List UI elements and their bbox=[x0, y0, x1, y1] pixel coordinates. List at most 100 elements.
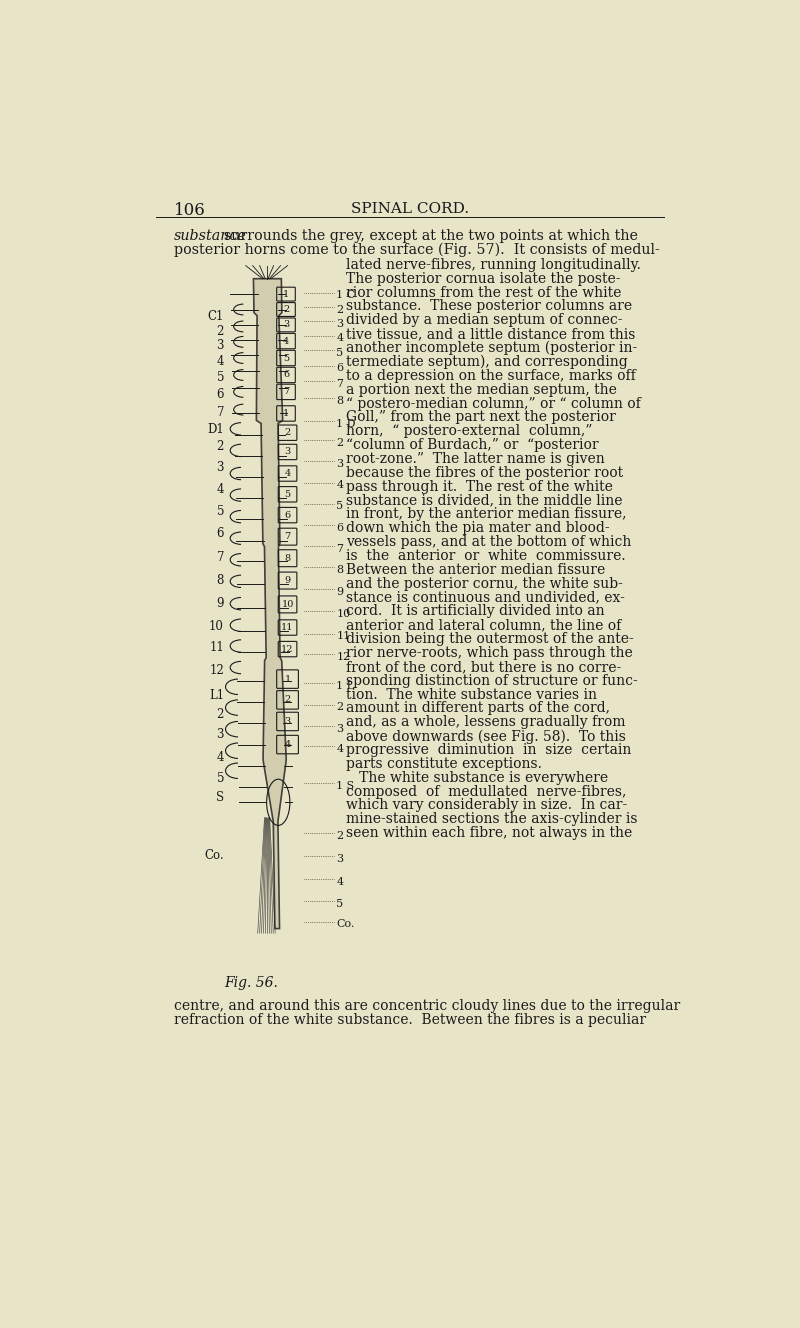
Text: 2: 2 bbox=[283, 305, 289, 313]
Text: 8: 8 bbox=[217, 574, 224, 587]
Text: Between the anterior median fissure: Between the anterior median fissure bbox=[346, 563, 606, 576]
Text: 2: 2 bbox=[336, 703, 343, 712]
Text: substance: substance bbox=[174, 228, 246, 243]
Text: 5: 5 bbox=[336, 899, 343, 908]
Text: tion.  The white substance varies in: tion. The white substance varies in bbox=[346, 688, 598, 701]
Text: 12: 12 bbox=[282, 644, 294, 653]
Text: 4: 4 bbox=[217, 483, 224, 495]
Text: 1 S: 1 S bbox=[336, 781, 354, 790]
Text: 2: 2 bbox=[285, 696, 290, 704]
Text: surrounds the grey, except at the two points at which the: surrounds the grey, except at the two po… bbox=[224, 228, 638, 243]
Text: and the posterior cornu, the white sub-: and the posterior cornu, the white sub- bbox=[346, 576, 623, 591]
Text: 9: 9 bbox=[336, 587, 343, 596]
Text: 1 C: 1 C bbox=[336, 291, 355, 300]
Text: 10: 10 bbox=[336, 610, 350, 619]
Text: 12: 12 bbox=[336, 652, 350, 663]
Text: 5: 5 bbox=[285, 490, 290, 499]
Text: 106: 106 bbox=[174, 202, 206, 219]
Text: anterior and lateral column, the line of: anterior and lateral column, the line of bbox=[346, 619, 622, 632]
Text: 10: 10 bbox=[282, 600, 294, 610]
Text: 11: 11 bbox=[210, 640, 224, 653]
Text: 4: 4 bbox=[336, 333, 343, 344]
Text: Goll,” from the part next the posterior: Goll,” from the part next the posterior bbox=[346, 410, 616, 425]
Text: Co.: Co. bbox=[336, 919, 354, 930]
Text: 3: 3 bbox=[285, 717, 290, 726]
Text: pass through it.  The rest of the white: pass through it. The rest of the white bbox=[346, 479, 614, 494]
Text: rior nerve-roots, which pass through the: rior nerve-roots, which pass through the bbox=[346, 645, 634, 660]
Polygon shape bbox=[254, 279, 286, 928]
Text: 2: 2 bbox=[336, 438, 343, 448]
Text: sponding distinction of structure or func-: sponding distinction of structure or fun… bbox=[346, 673, 638, 688]
Text: 6: 6 bbox=[283, 371, 289, 380]
Text: amount in different parts of the cord,: amount in different parts of the cord, bbox=[346, 701, 610, 716]
Text: above downwards (see Fig. 58).  To this: above downwards (see Fig. 58). To this bbox=[346, 729, 626, 744]
Text: 2: 2 bbox=[217, 441, 224, 453]
Text: down which the pia mater and blood-: down which the pia mater and blood- bbox=[346, 522, 610, 535]
Text: 3: 3 bbox=[283, 320, 289, 329]
Text: root-zone.”  The latter name is given: root-zone.” The latter name is given bbox=[346, 452, 606, 466]
Text: 11: 11 bbox=[336, 631, 350, 641]
Text: 4: 4 bbox=[285, 469, 290, 478]
Text: “column of Burdach,” or  “posterior: “column of Burdach,” or “posterior bbox=[346, 438, 599, 452]
Text: cord.  It is artificially divided into an: cord. It is artificially divided into an bbox=[346, 604, 605, 619]
Text: 5: 5 bbox=[336, 348, 343, 359]
Text: 7: 7 bbox=[217, 406, 224, 418]
Text: 2: 2 bbox=[285, 428, 290, 437]
Text: 8: 8 bbox=[336, 396, 343, 406]
Text: front of the cord, but there is no corre-: front of the cord, but there is no corre… bbox=[346, 660, 622, 673]
Text: stance is continuous and undivided, ex-: stance is continuous and undivided, ex- bbox=[346, 591, 626, 604]
Text: “ postero-median column,” or “ column of: “ postero-median column,” or “ column of bbox=[346, 397, 642, 410]
Text: 2: 2 bbox=[336, 831, 343, 841]
Text: 7: 7 bbox=[336, 378, 343, 389]
Text: posterior horns come to the surface (Fig. 57).  It consists of medul-: posterior horns come to the surface (Fig… bbox=[174, 243, 659, 256]
Text: 10: 10 bbox=[209, 620, 224, 633]
Text: rior columns from the rest of the white: rior columns from the rest of the white bbox=[346, 286, 622, 300]
Text: 3: 3 bbox=[217, 461, 224, 474]
Text: 6: 6 bbox=[217, 527, 224, 540]
Text: seen within each fibre, not always in the: seen within each fibre, not always in th… bbox=[346, 826, 633, 841]
Text: 4: 4 bbox=[336, 481, 343, 490]
Text: 3: 3 bbox=[336, 854, 343, 865]
Text: 7: 7 bbox=[285, 533, 290, 540]
Text: 6: 6 bbox=[217, 388, 224, 401]
Text: 8: 8 bbox=[336, 566, 343, 575]
Text: 5: 5 bbox=[217, 371, 224, 384]
Text: tive tissue, and a little distance from this: tive tissue, and a little distance from … bbox=[346, 327, 636, 341]
Text: 4: 4 bbox=[336, 744, 343, 754]
Text: centre, and around this are concentric cloudy lines due to the irregular: centre, and around this are concentric c… bbox=[174, 999, 680, 1013]
Text: Fig. 56.: Fig. 56. bbox=[224, 976, 278, 989]
Text: 7: 7 bbox=[217, 551, 224, 563]
Text: 12: 12 bbox=[210, 664, 224, 677]
Text: division being the outermost of the ante-: division being the outermost of the ante… bbox=[346, 632, 634, 647]
Text: is  the  anterior  or  white  commissure.: is the anterior or white commissure. bbox=[346, 548, 626, 563]
Text: 9: 9 bbox=[217, 596, 224, 610]
Text: substance is divided, in the middle line: substance is divided, in the middle line bbox=[346, 494, 623, 507]
Text: horn,  “ postero-external  column,”: horn, “ postero-external column,” bbox=[346, 424, 593, 438]
Text: 1: 1 bbox=[283, 409, 289, 418]
Text: mine-stained sections the axis-cylinder is: mine-stained sections the axis-cylinder … bbox=[346, 813, 638, 826]
Text: 9: 9 bbox=[285, 576, 290, 586]
Text: 4: 4 bbox=[217, 355, 224, 368]
Text: 3: 3 bbox=[336, 724, 343, 734]
Text: progressive  diminution  in  size  certain: progressive diminution in size certain bbox=[346, 744, 632, 757]
Text: 3: 3 bbox=[336, 319, 343, 329]
Text: parts constitute exceptions.: parts constitute exceptions. bbox=[346, 757, 542, 770]
Text: 2: 2 bbox=[217, 708, 224, 721]
Text: substance.  These posterior columns are: substance. These posterior columns are bbox=[346, 300, 633, 313]
Text: to a depression on the surface, marks off: to a depression on the surface, marks of… bbox=[346, 369, 636, 382]
Text: another incomplete septum (posterior in-: another incomplete septum (posterior in- bbox=[346, 341, 638, 356]
Text: divided by a median septum of connec-: divided by a median septum of connec- bbox=[346, 313, 623, 328]
Text: 1: 1 bbox=[283, 290, 289, 299]
Text: 11: 11 bbox=[282, 623, 294, 632]
Text: 3: 3 bbox=[336, 459, 343, 469]
Text: 6: 6 bbox=[336, 364, 343, 373]
Text: termediate septum), and corresponding: termediate septum), and corresponding bbox=[346, 355, 628, 369]
Text: SPINAL CORD.: SPINAL CORD. bbox=[351, 202, 469, 215]
Text: The posterior cornua isolate the poste-: The posterior cornua isolate the poste- bbox=[346, 272, 621, 286]
Text: refraction of the white substance.  Between the fibres is a peculiar: refraction of the white substance. Betwe… bbox=[174, 1012, 646, 1027]
Text: composed  of  medullated  nerve-fibres,: composed of medullated nerve-fibres, bbox=[346, 785, 627, 798]
Text: in front, by the anterior median fissure,: in front, by the anterior median fissure… bbox=[346, 507, 627, 522]
Text: a portion next the median septum, the: a portion next the median septum, the bbox=[346, 382, 618, 397]
Text: 6: 6 bbox=[285, 510, 290, 519]
Text: and, as a whole, lessens gradually from: and, as a whole, lessens gradually from bbox=[346, 716, 626, 729]
